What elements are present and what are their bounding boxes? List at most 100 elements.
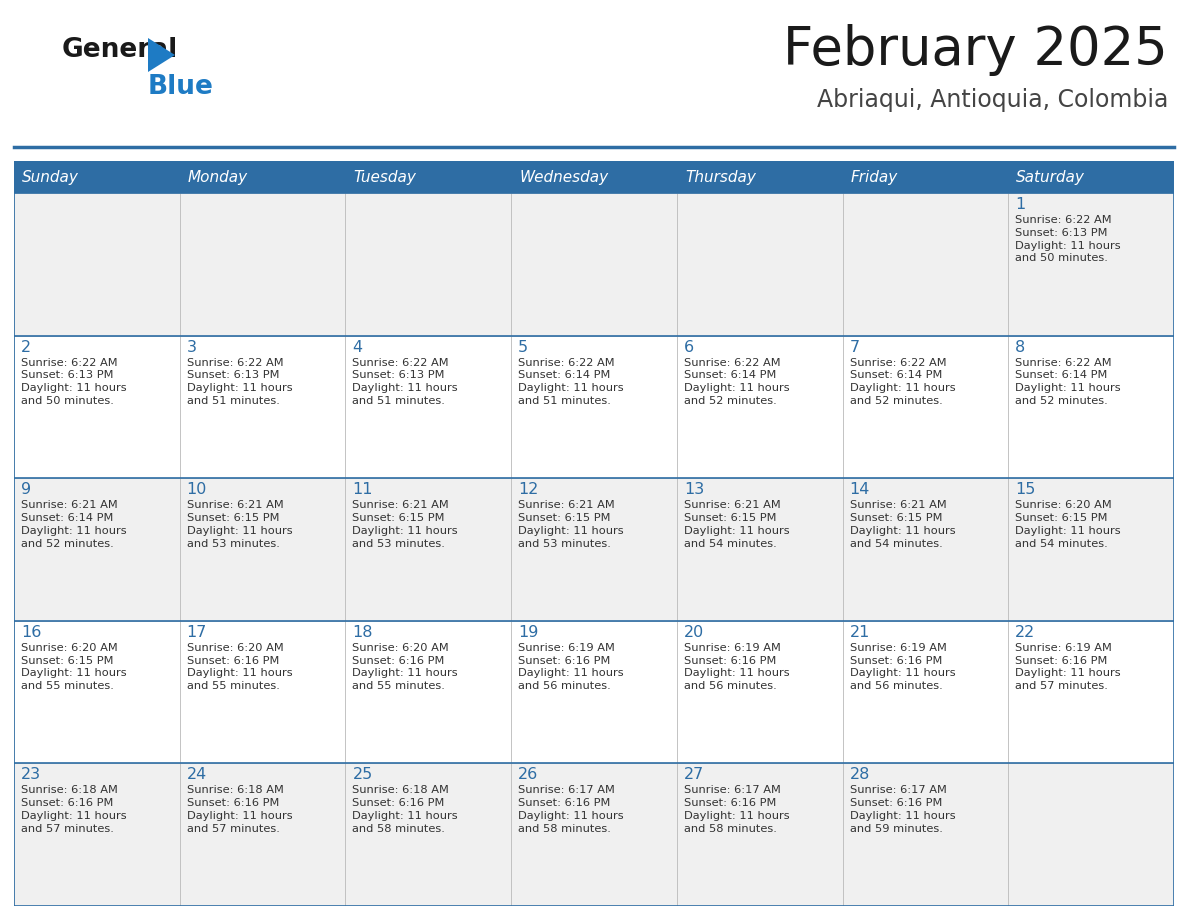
Text: 1: 1 — [1016, 197, 1025, 212]
Bar — [14, 161, 179, 193]
Text: Sunrise: 6:19 AM
Sunset: 6:16 PM
Daylight: 11 hours
and 57 minutes.: Sunrise: 6:19 AM Sunset: 6:16 PM Dayligh… — [1016, 643, 1121, 691]
Bar — [677, 478, 842, 621]
Bar — [842, 478, 1009, 621]
Text: 17: 17 — [187, 625, 207, 640]
Text: Sunrise: 6:19 AM
Sunset: 6:16 PM
Daylight: 11 hours
and 56 minutes.: Sunrise: 6:19 AM Sunset: 6:16 PM Dayligh… — [849, 643, 955, 691]
Text: Sunrise: 6:18 AM
Sunset: 6:16 PM
Daylight: 11 hours
and 57 minutes.: Sunrise: 6:18 AM Sunset: 6:16 PM Dayligh… — [187, 786, 292, 834]
Text: Sunrise: 6:17 AM
Sunset: 6:16 PM
Daylight: 11 hours
and 58 minutes.: Sunrise: 6:17 AM Sunset: 6:16 PM Dayligh… — [518, 786, 624, 834]
Text: 21: 21 — [849, 625, 870, 640]
Bar — [842, 193, 1009, 336]
Text: Sunrise: 6:18 AM
Sunset: 6:16 PM
Daylight: 11 hours
and 57 minutes.: Sunrise: 6:18 AM Sunset: 6:16 PM Dayligh… — [21, 786, 127, 834]
Text: Sunrise: 6:20 AM
Sunset: 6:15 PM
Daylight: 11 hours
and 55 minutes.: Sunrise: 6:20 AM Sunset: 6:15 PM Dayligh… — [21, 643, 127, 691]
Text: 14: 14 — [849, 482, 870, 498]
Bar — [511, 161, 677, 193]
Bar — [346, 161, 511, 193]
Text: 8: 8 — [1016, 340, 1025, 354]
Text: 6: 6 — [684, 340, 694, 354]
Text: Sunrise: 6:19 AM
Sunset: 6:16 PM
Daylight: 11 hours
and 56 minutes.: Sunrise: 6:19 AM Sunset: 6:16 PM Dayligh… — [518, 643, 624, 691]
Text: Sunrise: 6:22 AM
Sunset: 6:13 PM
Daylight: 11 hours
and 50 minutes.: Sunrise: 6:22 AM Sunset: 6:13 PM Dayligh… — [1016, 215, 1121, 263]
Bar — [346, 764, 511, 906]
Bar — [677, 193, 842, 336]
Bar — [14, 193, 179, 336]
Text: Sunrise: 6:21 AM
Sunset: 6:14 PM
Daylight: 11 hours
and 52 minutes.: Sunrise: 6:21 AM Sunset: 6:14 PM Dayligh… — [21, 500, 127, 549]
Text: Sunrise: 6:22 AM
Sunset: 6:13 PM
Daylight: 11 hours
and 51 minutes.: Sunrise: 6:22 AM Sunset: 6:13 PM Dayligh… — [187, 358, 292, 406]
Bar — [842, 621, 1009, 764]
Bar — [1009, 336, 1174, 478]
Text: Sunrise: 6:21 AM
Sunset: 6:15 PM
Daylight: 11 hours
and 53 minutes.: Sunrise: 6:21 AM Sunset: 6:15 PM Dayligh… — [518, 500, 624, 549]
Bar — [1009, 478, 1174, 621]
Text: Sunrise: 6:22 AM
Sunset: 6:14 PM
Daylight: 11 hours
and 51 minutes.: Sunrise: 6:22 AM Sunset: 6:14 PM Dayligh… — [518, 358, 624, 406]
Text: Sunrise: 6:17 AM
Sunset: 6:16 PM
Daylight: 11 hours
and 59 minutes.: Sunrise: 6:17 AM Sunset: 6:16 PM Dayligh… — [849, 786, 955, 834]
Text: 23: 23 — [21, 767, 42, 782]
Text: Sunrise: 6:18 AM
Sunset: 6:16 PM
Daylight: 11 hours
and 58 minutes.: Sunrise: 6:18 AM Sunset: 6:16 PM Dayligh… — [353, 786, 459, 834]
Text: 19: 19 — [518, 625, 538, 640]
Text: February 2025: February 2025 — [783, 24, 1168, 76]
Text: 27: 27 — [684, 767, 704, 782]
Text: 16: 16 — [21, 625, 42, 640]
Text: 2: 2 — [21, 340, 31, 354]
Text: Sunrise: 6:22 AM
Sunset: 6:14 PM
Daylight: 11 hours
and 52 minutes.: Sunrise: 6:22 AM Sunset: 6:14 PM Dayligh… — [684, 358, 790, 406]
Bar — [511, 193, 677, 336]
Bar — [511, 621, 677, 764]
Text: Sunrise: 6:22 AM
Sunset: 6:13 PM
Daylight: 11 hours
and 51 minutes.: Sunrise: 6:22 AM Sunset: 6:13 PM Dayligh… — [353, 358, 459, 406]
Bar — [511, 478, 677, 621]
Text: Sunrise: 6:22 AM
Sunset: 6:13 PM
Daylight: 11 hours
and 50 minutes.: Sunrise: 6:22 AM Sunset: 6:13 PM Dayligh… — [21, 358, 127, 406]
Text: General: General — [62, 37, 178, 63]
Text: Sunrise: 6:20 AM
Sunset: 6:16 PM
Daylight: 11 hours
and 55 minutes.: Sunrise: 6:20 AM Sunset: 6:16 PM Dayligh… — [353, 643, 459, 691]
Bar — [842, 161, 1009, 193]
Bar — [677, 161, 842, 193]
Text: Sunrise: 6:17 AM
Sunset: 6:16 PM
Daylight: 11 hours
and 58 minutes.: Sunrise: 6:17 AM Sunset: 6:16 PM Dayligh… — [684, 786, 790, 834]
Bar — [179, 336, 346, 478]
Bar — [179, 621, 346, 764]
Bar — [179, 764, 346, 906]
Bar — [346, 621, 511, 764]
Bar — [511, 336, 677, 478]
Text: Tuesday: Tuesday — [353, 170, 416, 185]
Text: 11: 11 — [353, 482, 373, 498]
Text: 20: 20 — [684, 625, 704, 640]
Bar — [346, 193, 511, 336]
Text: 25: 25 — [353, 767, 373, 782]
Text: 3: 3 — [187, 340, 197, 354]
Text: 5: 5 — [518, 340, 529, 354]
Bar — [346, 478, 511, 621]
Bar — [1009, 621, 1174, 764]
Text: Sunrise: 6:21 AM
Sunset: 6:15 PM
Daylight: 11 hours
and 54 minutes.: Sunrise: 6:21 AM Sunset: 6:15 PM Dayligh… — [684, 500, 790, 549]
Bar — [179, 193, 346, 336]
Text: Friday: Friday — [851, 170, 898, 185]
Text: Wednesday: Wednesday — [519, 170, 608, 185]
Bar — [14, 621, 179, 764]
Text: Blue: Blue — [148, 74, 214, 100]
Text: 22: 22 — [1016, 625, 1036, 640]
Text: Abriaqui, Antioquia, Colombia: Abriaqui, Antioquia, Colombia — [816, 88, 1168, 112]
Polygon shape — [148, 38, 175, 72]
Text: 28: 28 — [849, 767, 870, 782]
Text: Sunday: Sunday — [23, 170, 78, 185]
Text: Sunrise: 6:19 AM
Sunset: 6:16 PM
Daylight: 11 hours
and 56 minutes.: Sunrise: 6:19 AM Sunset: 6:16 PM Dayligh… — [684, 643, 790, 691]
Text: Sunrise: 6:21 AM
Sunset: 6:15 PM
Daylight: 11 hours
and 53 minutes.: Sunrise: 6:21 AM Sunset: 6:15 PM Dayligh… — [353, 500, 459, 549]
Text: Sunrise: 6:22 AM
Sunset: 6:14 PM
Daylight: 11 hours
and 52 minutes.: Sunrise: 6:22 AM Sunset: 6:14 PM Dayligh… — [1016, 358, 1121, 406]
Bar — [14, 764, 179, 906]
Text: 10: 10 — [187, 482, 207, 498]
Bar — [511, 764, 677, 906]
Text: 4: 4 — [353, 340, 362, 354]
Bar — [842, 336, 1009, 478]
Bar — [346, 336, 511, 478]
Bar — [842, 764, 1009, 906]
Text: Sunrise: 6:20 AM
Sunset: 6:15 PM
Daylight: 11 hours
and 54 minutes.: Sunrise: 6:20 AM Sunset: 6:15 PM Dayligh… — [1016, 500, 1121, 549]
Text: 26: 26 — [518, 767, 538, 782]
Text: Sunrise: 6:21 AM
Sunset: 6:15 PM
Daylight: 11 hours
and 54 minutes.: Sunrise: 6:21 AM Sunset: 6:15 PM Dayligh… — [849, 500, 955, 549]
Text: 13: 13 — [684, 482, 704, 498]
Bar — [179, 161, 346, 193]
Text: 18: 18 — [353, 625, 373, 640]
Text: Thursday: Thursday — [684, 170, 756, 185]
Bar — [1009, 161, 1174, 193]
Text: 7: 7 — [849, 340, 860, 354]
Bar — [179, 478, 346, 621]
Bar — [677, 764, 842, 906]
Text: 24: 24 — [187, 767, 207, 782]
Bar — [1009, 193, 1174, 336]
Bar — [14, 478, 179, 621]
Text: Sunrise: 6:21 AM
Sunset: 6:15 PM
Daylight: 11 hours
and 53 minutes.: Sunrise: 6:21 AM Sunset: 6:15 PM Dayligh… — [187, 500, 292, 549]
Bar — [677, 621, 842, 764]
